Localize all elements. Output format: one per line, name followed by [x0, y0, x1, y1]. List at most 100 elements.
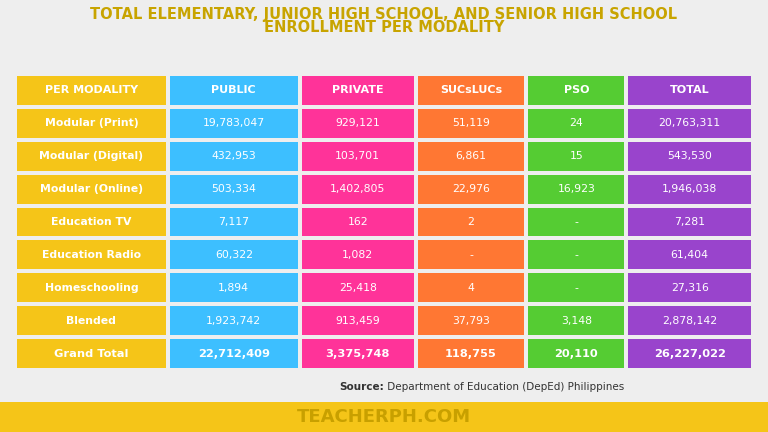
Text: 503,334: 503,334	[211, 184, 257, 194]
Text: 3,375,748: 3,375,748	[326, 349, 390, 359]
Text: 22,976: 22,976	[452, 184, 490, 194]
Text: Modular (Print): Modular (Print)	[45, 118, 138, 128]
Text: 162: 162	[347, 217, 368, 227]
Text: 16,923: 16,923	[558, 184, 595, 194]
Bar	[418, 175, 525, 203]
Bar	[302, 175, 414, 203]
Bar	[302, 241, 414, 269]
Text: 7,281: 7,281	[674, 217, 705, 227]
Text: Source:: Source:	[339, 382, 384, 392]
Text: TEACHERPH.COM: TEACHERPH.COM	[297, 408, 471, 426]
Bar	[418, 142, 525, 171]
Bar	[418, 241, 525, 269]
Bar	[17, 241, 166, 269]
Bar	[528, 76, 624, 105]
Bar	[170, 306, 298, 335]
Bar	[302, 207, 414, 236]
Text: 2: 2	[468, 217, 475, 227]
Text: 20,763,311: 20,763,311	[659, 118, 721, 128]
Bar	[0, 402, 768, 432]
Bar	[302, 306, 414, 335]
Text: -: -	[469, 250, 473, 260]
Bar	[17, 175, 166, 203]
Bar	[17, 273, 166, 302]
Text: 118,755: 118,755	[445, 349, 497, 359]
Bar	[628, 273, 751, 302]
Text: 51,119: 51,119	[452, 118, 490, 128]
Bar	[170, 207, 298, 236]
Bar	[628, 306, 751, 335]
Text: 27,316: 27,316	[670, 283, 709, 293]
Text: PUBLIC: PUBLIC	[211, 86, 256, 95]
Text: Modular (Digital): Modular (Digital)	[39, 151, 144, 161]
Bar	[17, 207, 166, 236]
Bar	[418, 76, 525, 105]
Bar	[528, 175, 624, 203]
Bar	[528, 207, 624, 236]
Text: Grand Total: Grand Total	[55, 349, 129, 359]
Text: SUCsLUCs: SUCsLUCs	[440, 86, 502, 95]
Text: 61,404: 61,404	[670, 250, 709, 260]
Text: 3,148: 3,148	[561, 316, 592, 326]
Text: 1,923,742: 1,923,742	[206, 316, 261, 326]
Bar	[418, 273, 525, 302]
Bar	[628, 241, 751, 269]
Text: Homeschooling: Homeschooling	[45, 283, 138, 293]
Text: 26,227,022: 26,227,022	[654, 349, 726, 359]
Text: 4: 4	[468, 283, 475, 293]
Text: 25,418: 25,418	[339, 283, 376, 293]
Text: 432,953: 432,953	[211, 151, 257, 161]
Text: 6,861: 6,861	[455, 151, 486, 161]
Bar	[528, 241, 624, 269]
Bar	[418, 339, 525, 368]
Text: 913,459: 913,459	[336, 316, 380, 326]
Bar	[302, 109, 414, 138]
Text: ENROLLMENT PER MODALITY: ENROLLMENT PER MODALITY	[264, 19, 504, 35]
Text: -: -	[574, 250, 578, 260]
Text: 20,110: 20,110	[554, 349, 598, 359]
Bar	[302, 76, 414, 105]
Bar	[628, 142, 751, 171]
Bar	[17, 76, 166, 105]
Text: -: -	[574, 283, 578, 293]
Bar	[628, 175, 751, 203]
Text: Education Radio: Education Radio	[42, 250, 141, 260]
Bar	[302, 339, 414, 368]
Bar	[170, 339, 298, 368]
Bar	[528, 109, 624, 138]
Text: -: -	[574, 217, 578, 227]
Text: Department of Education (DepEd) Philippines: Department of Education (DepEd) Philippi…	[384, 382, 624, 392]
Bar	[170, 109, 298, 138]
Text: 103,701: 103,701	[335, 151, 380, 161]
Text: 2,878,142: 2,878,142	[662, 316, 717, 326]
Text: 22,712,409: 22,712,409	[198, 349, 270, 359]
Text: 929,121: 929,121	[336, 118, 380, 128]
Text: Blended: Blended	[67, 316, 117, 326]
Text: 7,117: 7,117	[218, 217, 250, 227]
Text: 1,082: 1,082	[342, 250, 373, 260]
Bar	[628, 109, 751, 138]
Text: 37,793: 37,793	[452, 316, 490, 326]
Text: 1,946,038: 1,946,038	[662, 184, 717, 194]
Bar	[17, 109, 166, 138]
Bar	[628, 339, 751, 368]
Text: PSO: PSO	[564, 86, 589, 95]
Text: 15: 15	[570, 151, 583, 161]
Text: Modular (Online): Modular (Online)	[40, 184, 143, 194]
Bar	[170, 273, 298, 302]
Text: 1,402,805: 1,402,805	[330, 184, 386, 194]
Bar	[17, 306, 166, 335]
Bar	[528, 306, 624, 335]
Bar	[628, 207, 751, 236]
Text: PER MODALITY: PER MODALITY	[45, 86, 138, 95]
Text: TOTAL: TOTAL	[670, 86, 710, 95]
Bar	[17, 142, 166, 171]
Bar	[302, 142, 414, 171]
Bar	[418, 306, 525, 335]
Bar	[170, 142, 298, 171]
Text: PRIVATE: PRIVATE	[332, 86, 383, 95]
Text: Education TV: Education TV	[51, 217, 131, 227]
Text: 24: 24	[570, 118, 583, 128]
Text: 543,530: 543,530	[667, 151, 712, 161]
Text: 60,322: 60,322	[215, 250, 253, 260]
